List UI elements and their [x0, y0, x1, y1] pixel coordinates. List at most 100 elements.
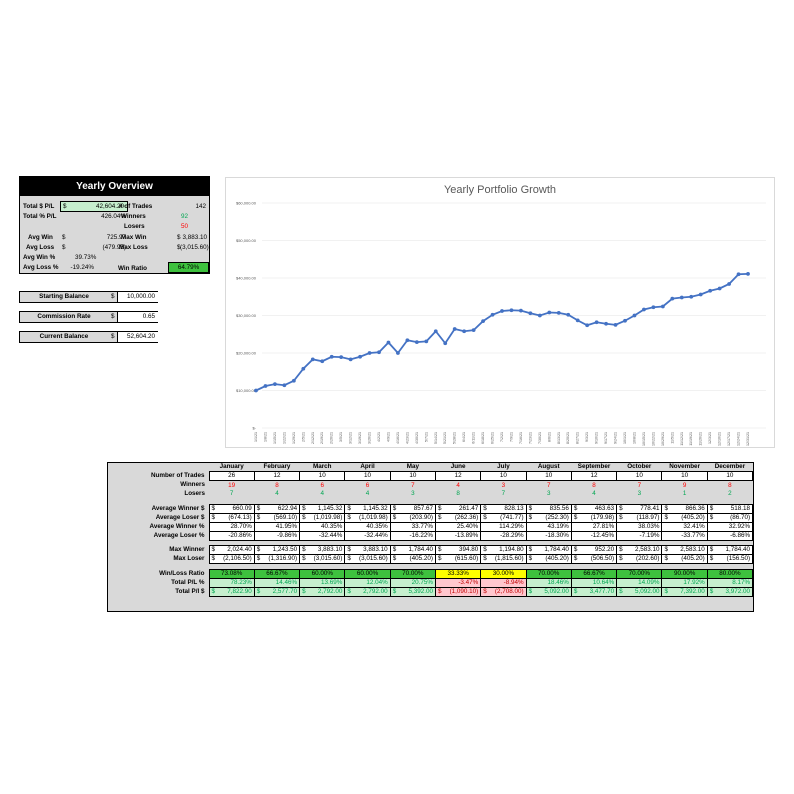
- currency-symbol: $: [573, 546, 578, 554]
- currency-symbol: $: [528, 587, 533, 595]
- data-row: Win/Loss Ratio 73.08% 66.67% 60.00% 60.00% 70…: [108, 568, 754, 579]
- data-point: [679, 295, 684, 300]
- trades-value: 142: [195, 203, 206, 210]
- cell-value: 828.13: [504, 504, 524, 512]
- x-tick-label: 9/17/21: [604, 432, 608, 444]
- cell-value: (674.13): [228, 513, 252, 521]
- currency-symbol: $: [709, 504, 714, 512]
- cell-value: (569.10): [273, 513, 298, 521]
- x-tick-label: 12/31/21: [746, 432, 750, 446]
- max-win-value: 3,883.10: [182, 234, 207, 241]
- winners-cell: 8: [728, 481, 732, 489]
- trades-cell: 10: [389, 471, 436, 482]
- x-tick-label: 10/8/21: [632, 432, 636, 444]
- money-wrap: $ (202.60): [619, 556, 659, 563]
- winners-label: Winners: [121, 213, 146, 220]
- percent-cell: 32.41%: [661, 521, 708, 532]
- x-tick-label: 4/30/21: [415, 432, 419, 444]
- cell-value: 1,194.80: [499, 546, 524, 554]
- currency-symbol: $: [302, 504, 306, 512]
- starting-balance-input[interactable]: 10,000.00: [117, 292, 158, 302]
- money-wrap: $2,583.10: [664, 547, 704, 554]
- money-wrap: $1,145.32: [347, 505, 387, 512]
- data-point: [462, 329, 467, 334]
- currency-symbol: $: [528, 546, 533, 554]
- money-wrap: $ (569.10): [257, 513, 298, 521]
- money-wrap: $ (1,815.60): [483, 556, 523, 563]
- avg-loss-pct-value: -19.24%: [70, 264, 94, 271]
- winners-cell: 8: [275, 481, 279, 489]
- data-point: [651, 305, 656, 310]
- data-point: [452, 327, 457, 331]
- losers-value: 50: [180, 223, 188, 230]
- currency-symbol: $: [664, 555, 668, 563]
- money-cell: $1,784.40: [389, 545, 436, 556]
- data-point: [500, 309, 504, 313]
- currency-symbol: $: [483, 504, 487, 512]
- currency-symbol: $: [392, 555, 397, 563]
- currency-symbol: $: [709, 555, 714, 563]
- current-balance-label: Current Balance: [39, 333, 89, 340]
- avg-win-label: Avg Win: [28, 234, 53, 241]
- x-tick-label: 4/9/21: [386, 432, 390, 442]
- month-header: February: [263, 463, 291, 471]
- money-cell: $ (86.70): [706, 512, 754, 523]
- money-cell: $ (202.60): [616, 554, 663, 565]
- money-cell: $2,024.40: [208, 545, 255, 556]
- cell-value: (203.90): [409, 513, 433, 521]
- currency-symbol: $: [437, 504, 442, 512]
- y-tick-label: $30,000.00: [236, 313, 257, 318]
- total-pct-cell: 10.64%: [570, 577, 618, 588]
- currency-symbol: $: [573, 513, 578, 521]
- money-cell: $518.18: [706, 503, 754, 514]
- currency-symbol: $: [347, 513, 351, 521]
- money-wrap: $3,883.10: [302, 547, 342, 554]
- percent-cell: -20.86%: [208, 530, 255, 541]
- losers-cell: 2: [728, 490, 732, 498]
- money-wrap: $ (118.97): [619, 514, 659, 521]
- total-pl-cell: $2,577.70: [253, 586, 301, 597]
- money-wrap: $5,092.00: [619, 588, 659, 595]
- total-pl-cell[interactable]: $ 42,604.20: [60, 201, 128, 212]
- money-wrap: $ (405.20): [664, 555, 704, 563]
- winners-cell: 6: [365, 481, 370, 489]
- money-cell: $ (118.97): [616, 512, 663, 523]
- money-cell: $835.56: [525, 503, 572, 514]
- money-cell: $2,583.10: [616, 545, 663, 556]
- data-point: [348, 357, 353, 362]
- data-point: [698, 292, 703, 297]
- win-ratio-value[interactable]: 64.79%: [168, 262, 209, 273]
- cell-value: 2,792.00: [317, 587, 343, 595]
- currency-symbol: $: [619, 504, 623, 512]
- percent-cell: 25.40%: [434, 521, 482, 532]
- trades-label: # of Trades: [119, 203, 153, 210]
- percent-cell: 41.95%: [253, 521, 301, 532]
- cell-value: (179.98): [590, 513, 615, 521]
- data-row: Max Winner $2,024.40 $1,243.50 $3,883.10 $3,…: [108, 545, 754, 556]
- x-tick-label: 5/7/21: [424, 432, 428, 442]
- data-point: [509, 308, 514, 313]
- money-wrap: $866.36: [664, 505, 704, 512]
- starting-balance-currency: $: [111, 293, 115, 300]
- x-tick-label: 12/17/21: [727, 432, 731, 446]
- total-pl-cell: $3,972.00: [706, 586, 754, 597]
- currency-symbol: $: [347, 555, 351, 563]
- money-wrap: $3,883.10: [347, 547, 387, 554]
- losers-cell: 1: [682, 490, 687, 498]
- currency-symbol: $: [483, 513, 487, 521]
- cell-value: 7,822.90: [227, 587, 252, 595]
- money-wrap: $518.18: [709, 504, 750, 512]
- cell-value: (741.77): [500, 513, 524, 521]
- commission-input[interactable]: 0.65: [117, 312, 158, 322]
- trades-cell: 26: [208, 471, 255, 482]
- avg-loss-pct-label: Avg Loss %: [23, 264, 59, 271]
- total-pct-cell: 8.17%: [706, 577, 754, 588]
- money-wrap: $1,194.80: [483, 546, 524, 554]
- starting-balance-label: Starting Balance: [39, 293, 89, 300]
- x-tick-label: 11/12/21: [680, 432, 684, 446]
- win-ratio-cell: 80.00%: [706, 568, 754, 579]
- data-point: [433, 329, 438, 334]
- percent-cell: -12.45%: [570, 530, 618, 541]
- money-cell: $660.09: [208, 503, 255, 514]
- money-wrap: $ (252.30): [529, 514, 569, 521]
